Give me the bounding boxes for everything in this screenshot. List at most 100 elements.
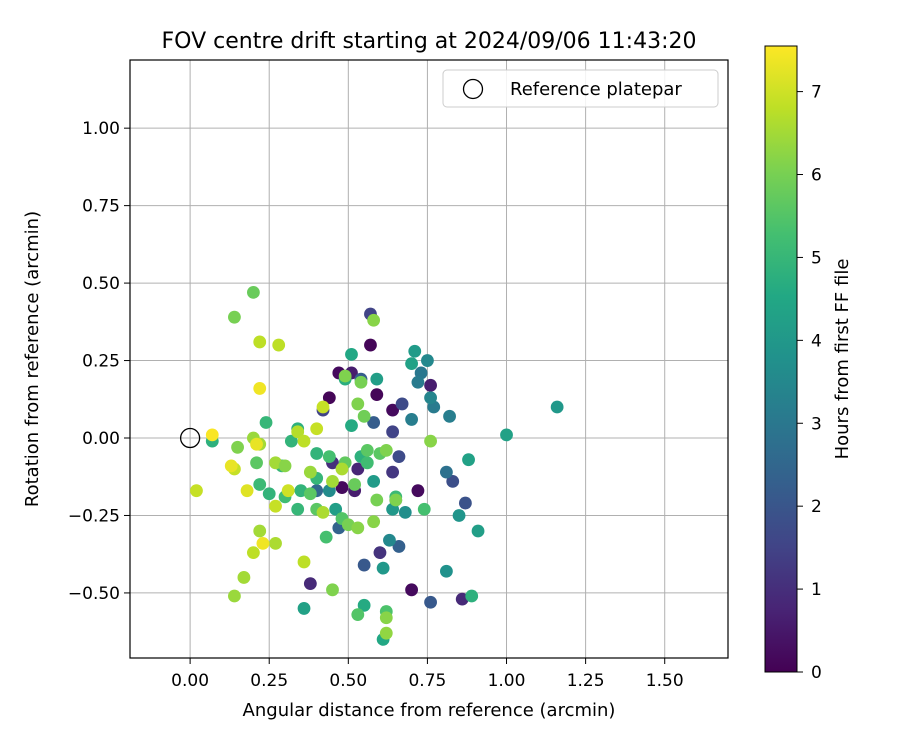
data-point	[386, 425, 400, 439]
legend-reference-label: Reference platepar	[510, 79, 682, 100]
data-point	[389, 493, 403, 507]
x-tick-label: 1.50	[646, 671, 684, 691]
data-point	[440, 465, 453, 479]
y-tick-label: 1.00	[82, 119, 120, 139]
data-point	[386, 403, 400, 417]
data-point	[405, 357, 418, 371]
y-tick-label: 0.75	[82, 197, 120, 217]
data-point	[351, 608, 365, 622]
data-points	[190, 285, 564, 646]
data-point	[281, 484, 295, 498]
data-point	[284, 434, 298, 448]
data-point	[421, 354, 434, 367]
data-point	[379, 611, 393, 625]
x-axis-label: Angular distance from reference (arcmin)	[243, 700, 616, 721]
data-point	[205, 428, 219, 442]
data-point	[405, 413, 418, 426]
colorbar-tick-label: 1	[811, 580, 822, 600]
data-point	[500, 428, 513, 442]
data-point	[367, 416, 381, 429]
data-point	[326, 474, 339, 488]
colorbar-tick-label: 3	[811, 414, 822, 434]
data-point	[250, 437, 263, 451]
data-point	[395, 397, 409, 411]
data-point	[253, 382, 267, 395]
data-point	[360, 444, 374, 457]
colorbar-gradient	[764, 45, 798, 673]
data-point	[405, 583, 418, 597]
data-point	[446, 474, 460, 488]
data-point	[376, 561, 390, 575]
data-point	[367, 474, 381, 488]
data-point	[224, 459, 238, 473]
data-point	[417, 502, 431, 516]
data-point	[303, 487, 317, 501]
data-point	[351, 462, 365, 476]
data-point	[370, 372, 384, 386]
data-point	[458, 496, 472, 510]
data-point	[392, 450, 406, 464]
colorbar-tick-label: 2	[811, 497, 822, 517]
y-axis-label: Rotation from reference (arcmin)	[22, 211, 43, 507]
data-point	[326, 583, 339, 597]
data-point	[354, 375, 368, 389]
data-point	[297, 555, 311, 569]
data-point	[259, 416, 273, 429]
data-point	[345, 419, 358, 433]
data-point	[246, 285, 260, 299]
data-point	[297, 602, 311, 615]
data-point	[392, 540, 406, 553]
data-point	[398, 505, 412, 519]
colorbar-tick-label: 6	[811, 166, 822, 186]
data-point	[443, 409, 456, 423]
y-tick-label: 0.25	[82, 352, 120, 372]
data-point	[424, 378, 437, 392]
data-point	[231, 440, 244, 454]
data-point	[471, 524, 485, 538]
reference-layer	[179, 427, 201, 449]
data-point	[424, 391, 437, 405]
data-point	[424, 595, 437, 609]
data-point	[329, 502, 343, 516]
data-point	[373, 546, 387, 560]
data-point	[291, 425, 305, 439]
data-point	[440, 564, 453, 578]
data-point	[253, 335, 267, 349]
x-tick-label: 1.25	[567, 671, 605, 691]
data-point	[379, 626, 393, 640]
data-point	[253, 524, 267, 538]
data-point	[370, 493, 384, 507]
x-tick-label: 0.00	[171, 671, 209, 691]
data-point	[322, 391, 336, 405]
legend-box	[442, 69, 719, 108]
data-point	[357, 598, 371, 612]
data-point	[345, 347, 358, 361]
data-point	[303, 577, 317, 591]
data-point	[383, 533, 396, 547]
y-tick-label: 0.00	[82, 429, 120, 449]
data-point	[316, 400, 330, 414]
grid-lines	[130, 60, 728, 658]
data-point	[262, 487, 276, 501]
data-point	[550, 400, 564, 414]
data-point	[335, 462, 349, 476]
data-point	[269, 536, 282, 550]
data-point	[246, 546, 260, 560]
data-point	[357, 409, 371, 423]
y-tick-label: −0.50	[68, 584, 120, 604]
data-point	[228, 310, 241, 324]
data-point	[335, 481, 349, 494]
data-point	[269, 499, 282, 513]
data-point	[351, 397, 365, 411]
data-point	[351, 521, 365, 535]
data-point	[316, 505, 330, 519]
data-point	[291, 502, 305, 516]
legend-reference-marker	[462, 78, 484, 100]
x-axis-ticks: 0.00 0.25 0.50 0.75 1.00 1.25 1.50	[171, 658, 684, 691]
data-point	[465, 589, 479, 603]
data-point	[228, 589, 241, 603]
chart-title: FOV centre drift starting at 2024/09/06 …	[162, 29, 697, 54]
x-tick-label: 0.50	[329, 671, 367, 691]
y-tick-label: −0.25	[68, 506, 120, 526]
